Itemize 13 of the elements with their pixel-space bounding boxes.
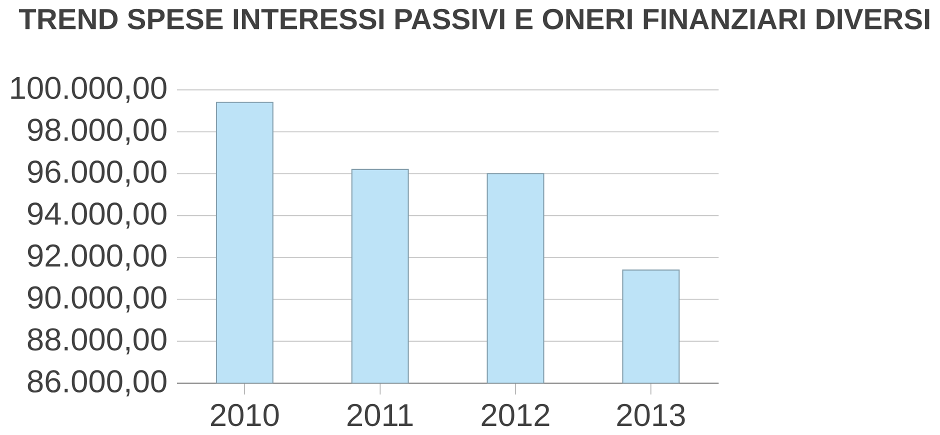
y-tick-label: 96.000,00 <box>28 160 166 187</box>
y-tick-label: 92.000,00 <box>28 244 166 271</box>
y-tick-label: 100.000,00 <box>11 76 166 103</box>
x-tick-label: 2012 <box>482 404 550 426</box>
y-tick-label: 98.000,00 <box>28 118 166 145</box>
y-tick-label: 88.000,00 <box>28 328 166 354</box>
y-tick-label: 86.000,00 <box>28 370 166 396</box>
x-tick-label: 2013 <box>617 404 685 426</box>
y-tick-label: 90.000,00 <box>28 286 166 312</box>
x-tick-label: 2010 <box>210 404 279 426</box>
chart-title: TREND SPESE INTERESSI PASSIVI E ONERI FINANZIARI DIVERSI <box>18 8 930 30</box>
x-tick-label: 2011 <box>348 404 413 426</box>
y-tick-label: 94.000,00 <box>28 202 166 229</box>
